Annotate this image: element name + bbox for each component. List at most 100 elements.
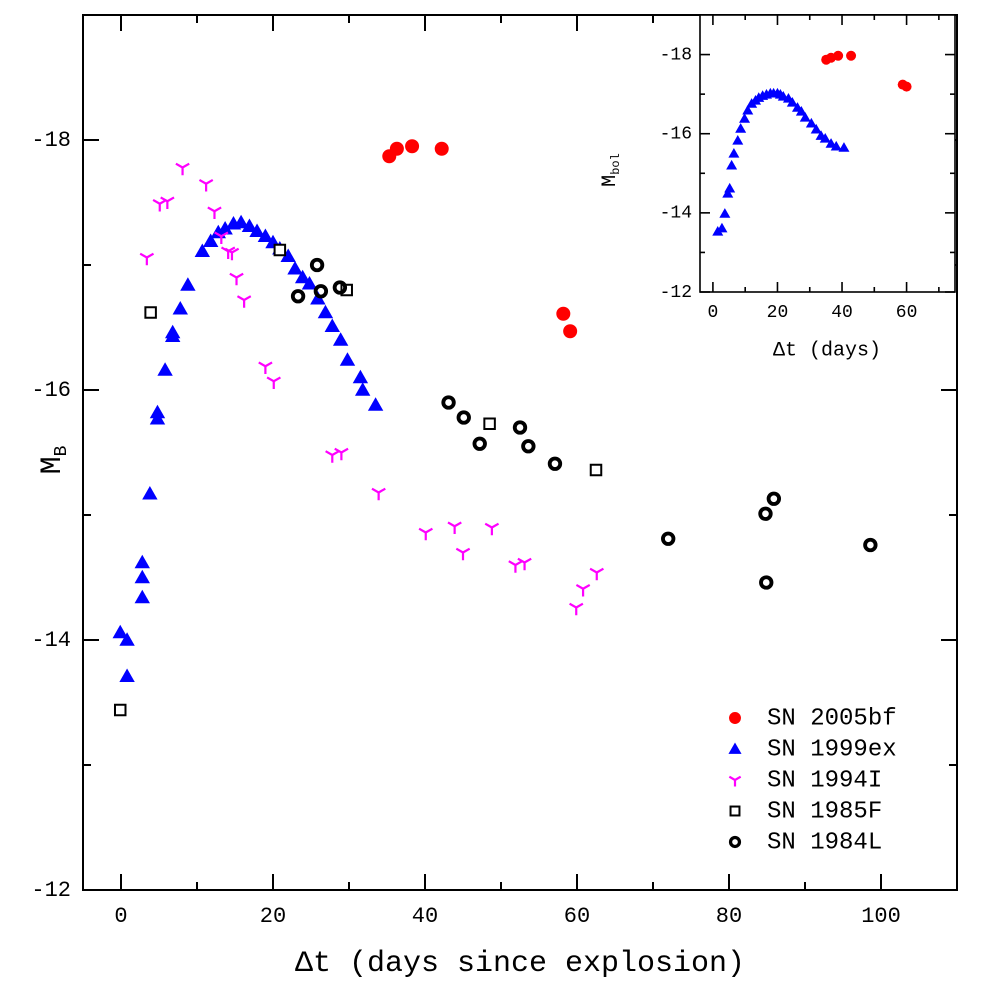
marker-circle: [901, 81, 912, 92]
marker-triangle: [134, 554, 150, 569]
marker-ring: [661, 531, 676, 546]
marker-circle: [434, 141, 449, 156]
marker-circle: [833, 50, 844, 61]
marker-triangle: [742, 104, 754, 115]
marker-triangle: [367, 397, 384, 411]
y-tick-label: -14: [660, 204, 692, 224]
marker-tri: [418, 527, 433, 541]
marker-triangle: [134, 589, 150, 604]
marker-triangle: [805, 117, 817, 128]
marker-triangle: [728, 742, 742, 754]
marker-square: [144, 306, 157, 319]
marker-triangle: [732, 134, 744, 145]
marker-square: [483, 417, 496, 430]
marker-ring: [766, 491, 782, 506]
marker-tri: [198, 178, 214, 192]
marker-tri: [447, 521, 462, 534]
marker-triangle: [157, 362, 173, 376]
marker-square: [589, 463, 603, 477]
marker-triangle: [112, 624, 128, 639]
marker-tri: [508, 560, 523, 573]
x-tick-label: 0: [114, 904, 127, 929]
x-tick-label: 20: [767, 303, 789, 323]
marker-triangle: [149, 411, 166, 425]
series: [139, 162, 604, 616]
legend-label: SN 1999ex: [767, 736, 897, 763]
marker-triangle: [735, 123, 747, 133]
marker-triangle: [726, 159, 738, 170]
marker-triangle: [838, 142, 850, 152]
marker-tri: [236, 295, 252, 308]
marker-triangle: [301, 276, 318, 290]
legend: SN 2005bf SN 1999ex SN 1994I SN 1985F SN 198…: [728, 705, 897, 856]
marker-tri: [569, 602, 584, 616]
marker-tri: [214, 231, 229, 244]
marker-circle: [405, 139, 420, 154]
marker-circle: [563, 324, 578, 339]
marker-triangle: [217, 221, 233, 235]
marker-triangle: [332, 332, 349, 346]
marker-triangle: [194, 243, 211, 258]
marker-triangle: [724, 182, 736, 193]
marker-triangle: [294, 269, 311, 284]
marker-triangle: [354, 382, 371, 396]
marker-tri: [517, 557, 532, 571]
marker-tri: [575, 583, 591, 597]
marker-ring: [863, 537, 878, 553]
marker-tri: [175, 162, 190, 176]
y-tick-label: -14: [31, 628, 71, 653]
marker-triangle: [310, 291, 326, 305]
y-tick-label: -16: [660, 124, 692, 144]
x-tick-label: 40: [831, 303, 853, 323]
marker-triangle: [810, 123, 822, 134]
series: [382, 139, 578, 339]
x-tick-label: 60: [896, 303, 918, 323]
marker-square: [340, 283, 353, 297]
marker-triangle: [799, 111, 811, 122]
marker-triangle: [819, 132, 831, 143]
y-axis-label: MB: [36, 445, 72, 474]
marker-ring: [456, 410, 471, 425]
y-axis-label-main: M: [36, 456, 70, 474]
marker-triangle: [233, 214, 249, 229]
marker-tri: [224, 247, 240, 261]
legend-label: SN 1994I: [767, 767, 882, 794]
inset-panel: 0 20 40 60 -18 -16 -14 -12 Δt (days) Mbol: [599, 14, 956, 362]
x-axis-label: Δt (days): [773, 339, 881, 362]
marker-ring: [290, 289, 306, 304]
marker-tri: [334, 447, 349, 461]
marker-circle: [846, 50, 857, 61]
marker-ring: [758, 506, 773, 521]
marker-triangle: [722, 187, 734, 198]
marker-tri: [266, 376, 281, 389]
y-tick-label: -12: [660, 283, 692, 303]
marker-tri: [258, 361, 273, 374]
x-axis-label: Δt (days since explosion): [295, 947, 745, 981]
marker-tri: [207, 206, 222, 219]
legend-label: SN 1985F: [767, 798, 882, 825]
marker-circle: [556, 306, 571, 321]
y-axis-label: Mbol: [599, 153, 623, 187]
marker-ring: [332, 280, 348, 295]
marker-ring: [547, 456, 563, 471]
marker-triangle: [119, 668, 135, 683]
marker-ring: [472, 436, 487, 451]
y-tick-label: -18: [660, 45, 692, 65]
x-tick-label: 20: [260, 904, 286, 929]
marker-triangle: [241, 218, 258, 233]
legend-label: SN 1984L: [767, 829, 882, 856]
marker-triangle: [739, 113, 751, 123]
marker-triangle: [716, 222, 728, 233]
series: [712, 87, 850, 236]
marker-triangle: [202, 233, 219, 248]
marker-ring: [512, 420, 528, 435]
marker-triangle: [719, 208, 731, 218]
y-tick-label: -12: [31, 878, 71, 903]
marker-ring: [441, 395, 456, 410]
marker-tri: [139, 252, 155, 266]
marker-square: [113, 703, 127, 717]
series: [821, 50, 912, 92]
y-tick-label: -16: [31, 378, 71, 403]
